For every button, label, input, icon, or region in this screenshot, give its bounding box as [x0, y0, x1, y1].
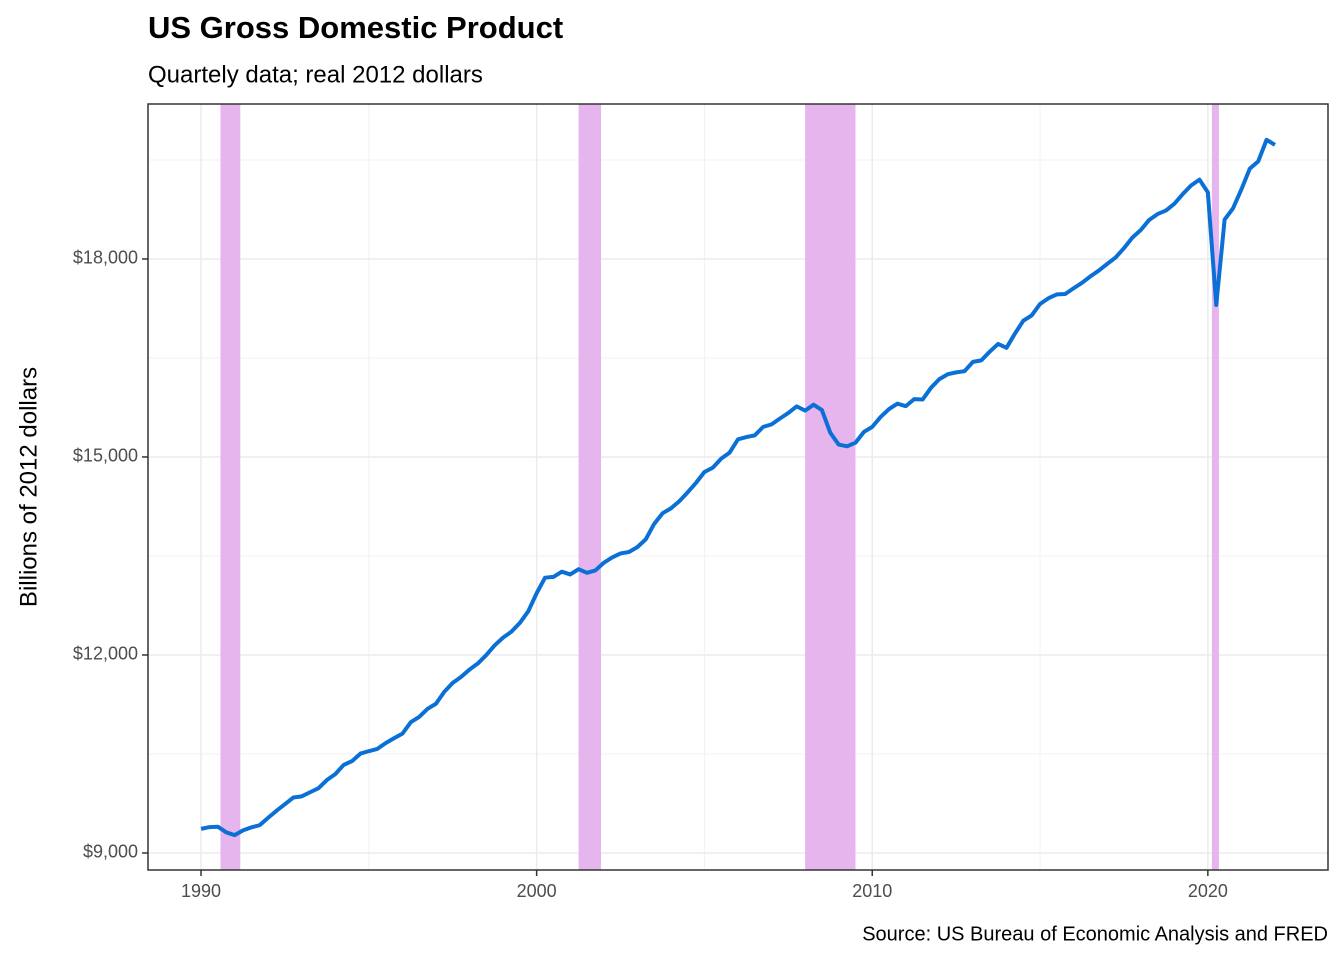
recession-band — [220, 104, 241, 870]
y-tick-label: $18,000 — [73, 248, 138, 268]
x-tick-label: 2010 — [852, 881, 892, 901]
caption: Source: US Bureau of Economic Analysis a… — [862, 923, 1328, 945]
recession-band — [578, 104, 602, 870]
y-tick-label: $12,000 — [73, 644, 138, 664]
y-tick-label: $9,000 — [83, 842, 138, 862]
x-tick-label: 2020 — [1188, 881, 1228, 901]
recession-band — [805, 104, 856, 870]
recession-band — [1211, 104, 1219, 870]
gdp-line — [200, 137, 1277, 838]
y-axis-title: Billions of 2012 dollars — [15, 367, 42, 607]
chart-subtitle: Quartely data; real 2012 dollars — [148, 61, 483, 88]
panel-border — [147, 103, 1329, 871]
x-tick-label: 1990 — [181, 881, 221, 901]
y-tick-label: $15,000 — [73, 446, 138, 466]
chart-title: US Gross Domestic Product — [148, 10, 563, 45]
x-tick-label: 2000 — [517, 881, 557, 901]
